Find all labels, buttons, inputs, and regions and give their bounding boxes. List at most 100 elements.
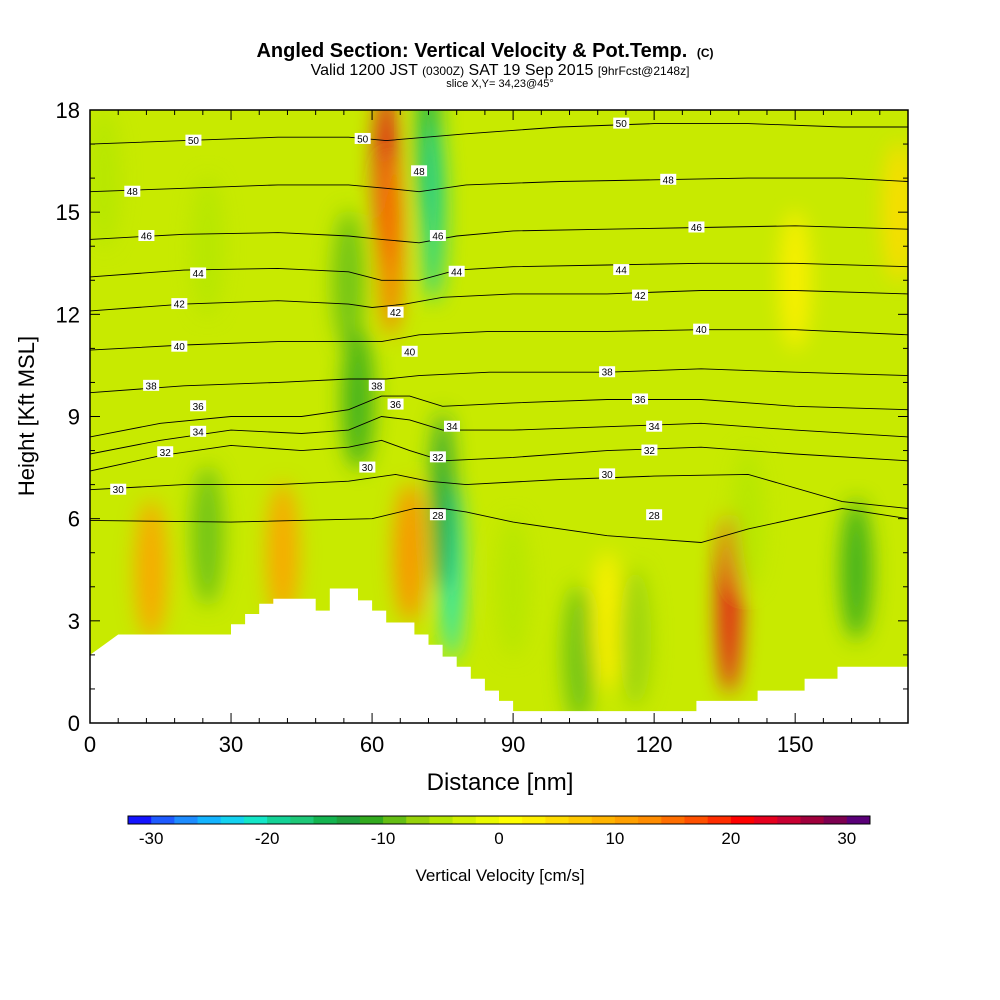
contour-label-42: 42 (171, 298, 188, 311)
contour-label-40: 40 (401, 345, 418, 358)
theta-contour-36 (90, 395, 908, 438)
velocity-feature-21 (732, 448, 765, 589)
colorbar-swatch (197, 816, 222, 824)
contour-label-48: 48 (660, 173, 677, 186)
colorbar-tick-label: 10 (605, 829, 624, 848)
svg-text:46: 46 (691, 223, 703, 234)
velocity-feature-13 (562, 584, 595, 723)
contour-label-34: 34 (443, 420, 460, 433)
contour-label-50: 50 (185, 134, 202, 147)
y-axis-label: Height [Kft MSL] (14, 336, 39, 496)
velocity-feature-6 (393, 482, 426, 623)
colorbar-swatch (243, 816, 268, 824)
theta-contour-32 (90, 439, 908, 472)
svg-text:48: 48 (127, 187, 139, 198)
colorbar-swatch (174, 816, 199, 824)
y-tick-label: 15 (56, 200, 80, 225)
svg-text:48: 48 (414, 167, 426, 178)
colorbar-swatch (777, 816, 801, 824)
theta-contour-28 (90, 508, 908, 543)
svg-text:30: 30 (362, 463, 374, 474)
theta-contour-labels: 28 28 30 30 30 32 32 32 34 34 34 36 36 36 38 38 38 40 40 40… (110, 117, 710, 522)
svg-text:44: 44 (193, 269, 205, 280)
svg-text:46: 46 (432, 232, 444, 243)
svg-text:40: 40 (696, 325, 708, 336)
svg-text:30: 30 (113, 485, 125, 496)
x-axis: 0 30 60 90 120 150 (84, 110, 909, 757)
colorbar-swatch (290, 816, 314, 824)
svg-text:38: 38 (371, 381, 383, 392)
velocity-feature-11 (266, 482, 299, 623)
svg-text:36: 36 (193, 402, 205, 413)
velocity-feature-16 (840, 499, 873, 640)
svg-text:50: 50 (357, 134, 369, 145)
theta-contours (90, 123, 908, 543)
colorbar-swatch (754, 816, 778, 824)
svg-text:28: 28 (432, 511, 444, 522)
colorbar-swatch (151, 816, 175, 824)
svg-text:46: 46 (141, 232, 153, 243)
svg-text:32: 32 (160, 448, 172, 459)
y-tick-label: 18 (56, 98, 80, 123)
velocity-feature-12 (191, 465, 224, 606)
colorbar-swatch (545, 816, 570, 824)
contour-label-46: 46 (688, 221, 705, 234)
contour-label-40: 40 (693, 323, 710, 336)
contour-label-28: 28 (646, 509, 663, 522)
contour-label-32: 32 (429, 451, 446, 464)
svg-text:32: 32 (644, 446, 656, 457)
velocity-feature-15 (619, 567, 652, 708)
velocity-feature-17 (497, 516, 530, 657)
theta-contour-42 (90, 290, 908, 312)
contour-label-32: 32 (157, 446, 174, 459)
svg-text:36: 36 (634, 395, 646, 406)
y-tick-label: 6 (68, 507, 80, 532)
colorbar-swatch (730, 816, 755, 824)
theta-contour-48 (90, 177, 908, 193)
colorbar-tick-label: -30 (139, 829, 164, 848)
colorbar-tick-label: 30 (837, 829, 856, 848)
contour-label-42: 42 (632, 289, 649, 302)
svg-text:44: 44 (451, 267, 463, 278)
x-tick-label: 30 (219, 732, 243, 757)
contour-label-34: 34 (646, 420, 663, 433)
colorbar-swatch (638, 816, 662, 824)
contour-label-50: 50 (613, 117, 630, 130)
svg-text:48: 48 (663, 175, 675, 186)
y-tick-label: 0 (68, 711, 80, 736)
velocity-feature-10 (135, 499, 168, 640)
colorbar: -30 -20 -10 0 10 20 30 (127, 815, 871, 848)
terrain (90, 588, 908, 723)
colorbar-swatch (568, 816, 593, 824)
svg-text:38: 38 (146, 381, 158, 392)
svg-text:40: 40 (174, 342, 186, 353)
velocity-feature-1 (378, 156, 403, 337)
colorbar-swatch (707, 816, 732, 824)
colorbar-swatch (684, 816, 709, 824)
colorbar-swatch (800, 816, 825, 824)
colorbar-swatch (128, 816, 152, 824)
svg-text:34: 34 (193, 427, 205, 438)
x-tick-label: 120 (636, 732, 673, 757)
contour-label-48: 48 (411, 165, 428, 178)
velocity-feature-14 (591, 550, 624, 691)
colorbar-swatch (614, 816, 639, 824)
theta-contour-44 (90, 262, 908, 281)
theta-contour-40 (90, 329, 908, 351)
x-tick-label: 0 (84, 732, 96, 757)
theta-contour-38 (90, 368, 908, 394)
contour-label-44: 44 (190, 267, 207, 280)
colorbar-swatch (406, 816, 430, 824)
svg-text:38: 38 (602, 368, 614, 379)
svg-text:42: 42 (390, 308, 402, 319)
y-tick-label: 3 (68, 609, 80, 634)
velocity-feature-5 (430, 411, 455, 592)
svg-text:42: 42 (174, 300, 186, 311)
colorbar-swatch (359, 816, 384, 824)
colorbar-tick-label: 0 (494, 829, 503, 848)
contour-label-38: 38 (368, 379, 385, 392)
x-axis-label: Distance [nm] (427, 769, 574, 796)
contour-label-42: 42 (387, 306, 404, 319)
